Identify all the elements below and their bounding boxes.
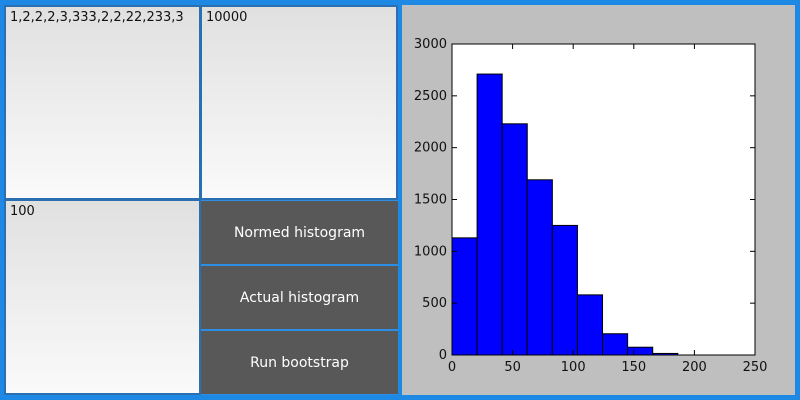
x-tick-label: 0 [448,360,456,375]
histogram-bar-6 [602,333,629,356]
x-tick-label: 150 [621,360,646,375]
y-tick-label: 1000 [414,244,447,259]
x-axis: 0 50 100 150 200 250 [448,44,768,375]
y-tick-label: 2500 [414,89,447,104]
y-tick-label: 1500 [414,193,447,208]
sample-count-input[interactable]: 10000 [200,5,398,200]
y-tick-label: 3000 [414,37,447,52]
x-tick-label: 50 [504,360,521,375]
run-bootstrap-button[interactable]: Run bootstrap [201,330,398,395]
x-tick-label: 200 [682,360,707,375]
x-tick-label: 100 [561,360,586,375]
x-tick-label: 250 [743,360,768,375]
histogram-bar-1 [476,73,503,356]
y-tick-label: 2000 [414,141,447,156]
normed-histogram-button[interactable]: Normed histogram [201,200,398,265]
histogram-bar-3 [526,179,553,356]
y-tick-label: 500 [422,296,447,311]
histogram-bar-4 [551,224,578,356]
data-input[interactable]: 1,2,2,2,3,333,2,2,22,233,3 [4,5,201,200]
histogram-bar-7 [627,346,654,356]
histogram-bar-0 [451,237,478,356]
y-tick-label: 0 [439,348,447,363]
actual-histogram-button[interactable]: Actual histogram [201,265,398,330]
histogram-chart: 0 500 1000 1500 2000 2500 3000 0 50 100 150 200 250 [414,37,768,375]
histogram-chart-panel: 0 500 1000 1500 2000 2500 3000 0 50 100 150 200 250 [402,5,795,395]
histogram-bar-5 [576,294,604,356]
histogram-bars [451,73,679,356]
bins-input[interactable]: 100 [4,199,201,395]
histogram-bar-2 [501,123,528,356]
y-axis: 0 500 1000 1500 2000 2500 3000 [414,37,755,363]
